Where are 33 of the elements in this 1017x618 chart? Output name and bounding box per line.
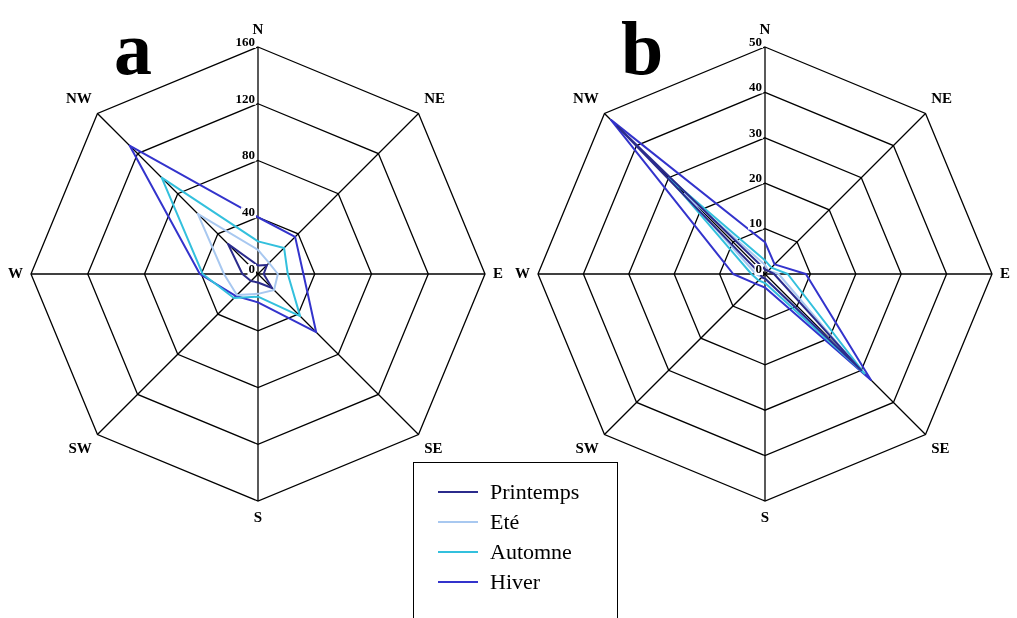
- spoke-label: W: [8, 264, 23, 281]
- spoke-label: S: [760, 508, 770, 525]
- y-tick-label: 30: [749, 124, 762, 140]
- y-tick-label: 0: [755, 260, 762, 276]
- y-tick-label: 50: [749, 33, 762, 49]
- chart-title: b: [621, 6, 664, 90]
- y-tick-label: 80: [242, 147, 255, 163]
- y-tick-label: 0: [248, 260, 255, 276]
- spoke-label: W: [515, 264, 530, 281]
- spoke-label: N: [759, 20, 771, 37]
- spoke-label: SE: [931, 440, 950, 457]
- spoke-label: SE: [424, 440, 443, 457]
- spoke-label: NE: [931, 89, 953, 106]
- y-tick-label: 40: [242, 204, 255, 220]
- spoke-label: SW: [68, 440, 92, 457]
- legend-label: Eté: [490, 509, 520, 535]
- y-tick-label: 20: [749, 170, 762, 186]
- legend-label: Automne: [490, 539, 572, 565]
- y-tick-label: 10: [749, 215, 762, 231]
- chart-title: a: [114, 6, 152, 90]
- spoke-label: E: [1000, 264, 1011, 281]
- y-tick-label: 120: [235, 90, 255, 106]
- spoke-label: E: [493, 264, 504, 281]
- spoke-label: N: [252, 20, 264, 37]
- spoke-label: SW: [575, 440, 599, 457]
- y-tick-label: 160: [235, 33, 255, 49]
- legend-label: Hiver: [490, 569, 541, 595]
- spoke-label: S: [253, 508, 263, 525]
- spoke-label: NW: [65, 89, 92, 106]
- legend-label: Printemps: [490, 479, 580, 505]
- spoke-label: NW: [572, 89, 599, 106]
- y-tick-label: 40: [749, 79, 762, 95]
- spoke-label: NE: [424, 89, 446, 106]
